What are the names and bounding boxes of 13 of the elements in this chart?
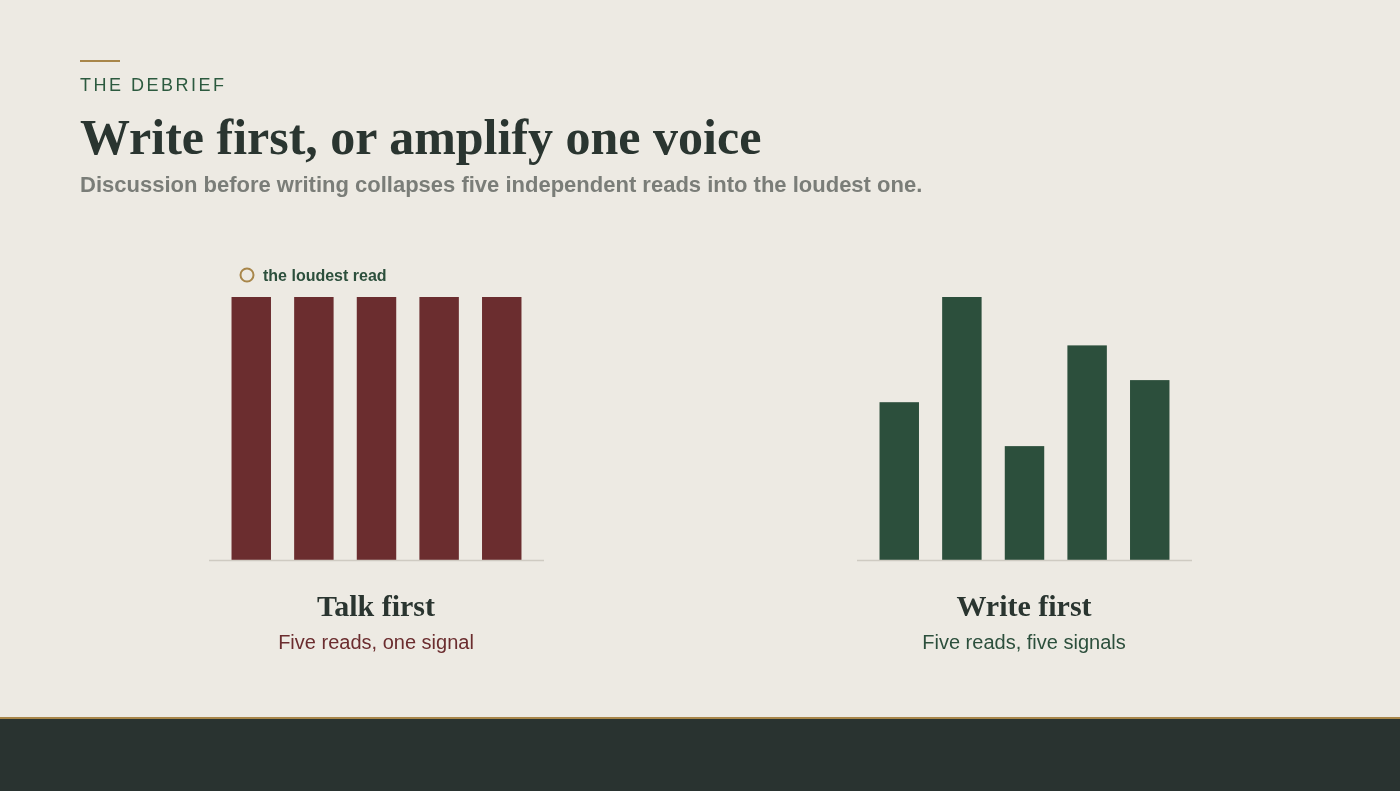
text: Five reads, five signals [922,631,1126,653]
bar [1004,446,1045,560]
text: THE DEBRIEF [80,75,227,95]
text: Talk first [316,589,436,622]
bar [1130,380,1170,560]
bar [1067,345,1107,560]
text: the loudest read [263,267,387,284]
bar [942,297,982,560]
text: Discussion before writing collapses five independent reads into the loudest one. [80,172,923,197]
text: Write first [956,589,1092,622]
text: Write first, or amplify one voice [80,109,762,165]
bar [879,402,919,560]
text: Five reads, one signal [278,631,474,653]
